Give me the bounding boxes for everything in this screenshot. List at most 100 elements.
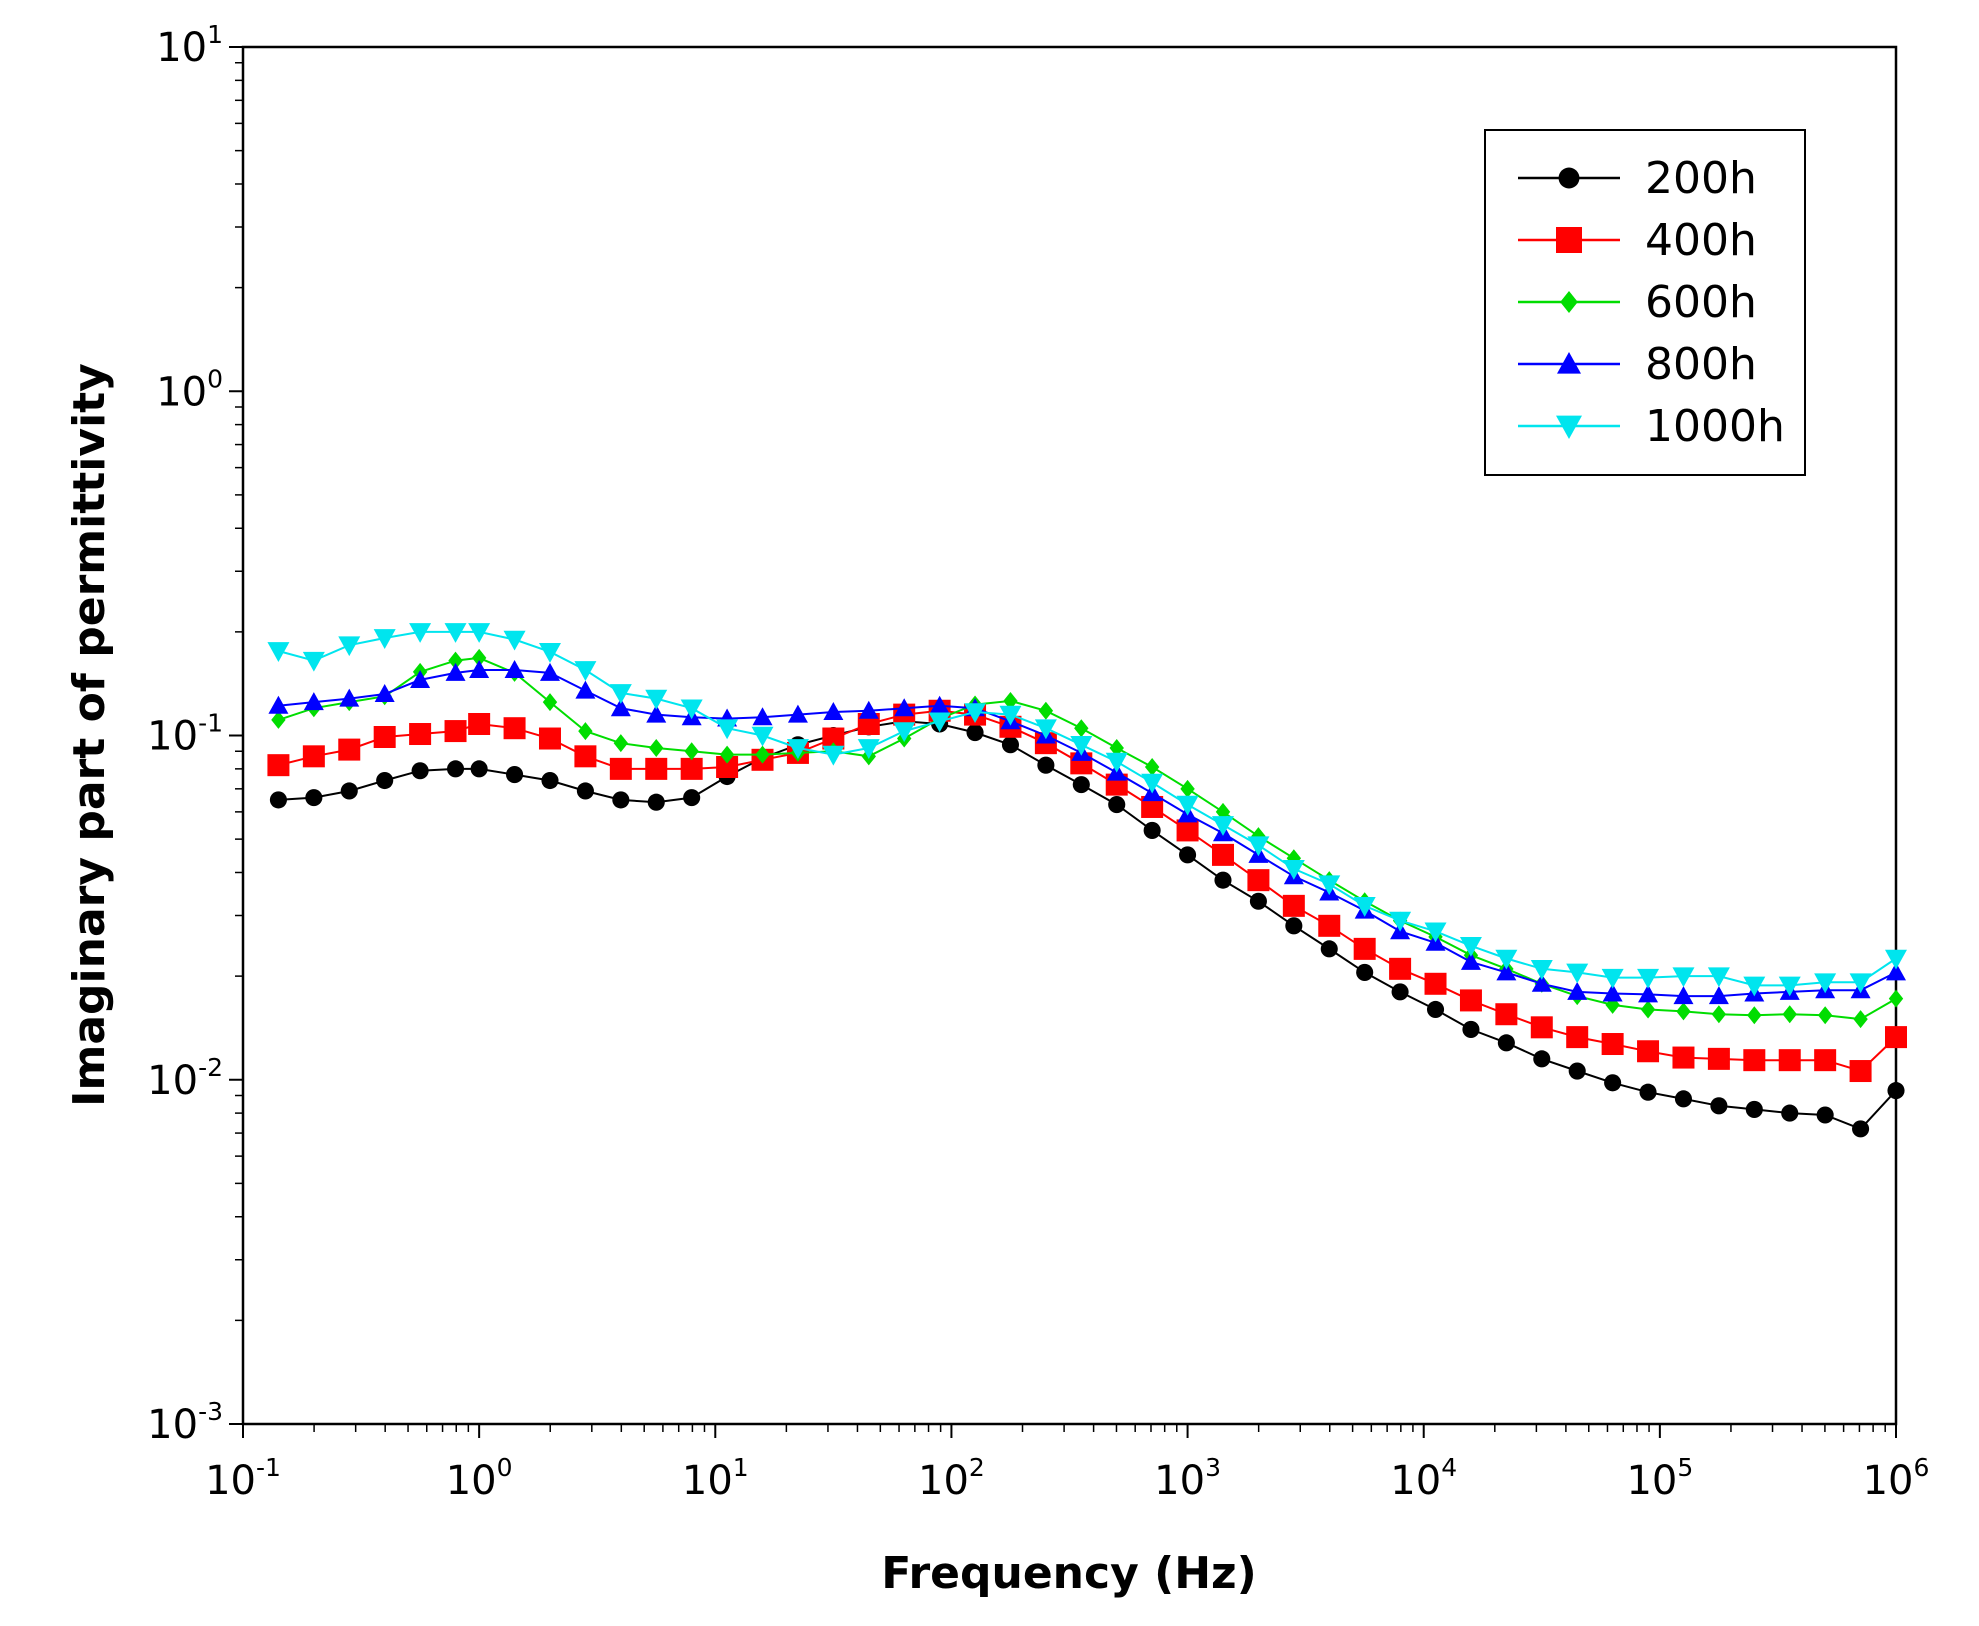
y-tick-label: 10-1	[147, 709, 223, 760]
data-point	[1176, 795, 1199, 816]
data-point	[574, 661, 597, 681]
data-point	[373, 629, 396, 649]
data-point	[1639, 1083, 1657, 1101]
data-point	[1637, 1040, 1660, 1063]
legend: 200h 400h 600h 800h 1000h	[1484, 129, 1806, 476]
data-point	[269, 791, 287, 809]
legend-marker	[1556, 227, 1582, 253]
tick-exponent: 4	[1441, 1453, 1457, 1482]
data-point	[339, 688, 360, 707]
data-point	[302, 745, 325, 768]
data-point	[1143, 821, 1161, 839]
data-point	[751, 726, 774, 747]
y-tick-label: 10-3	[147, 1397, 223, 1448]
data-point	[444, 623, 467, 643]
data-point	[1888, 989, 1904, 1008]
data-point	[1743, 1049, 1766, 1072]
data-point	[302, 651, 325, 672]
data-point	[1141, 795, 1164, 818]
data-point	[1707, 1047, 1730, 1070]
tick-exponent: 2	[969, 1453, 985, 1482]
data-point	[1211, 816, 1234, 836]
tick-exponent: -2	[198, 1053, 223, 1082]
data-point	[1743, 976, 1766, 997]
tick-base: 10	[156, 369, 207, 415]
data-point	[822, 745, 845, 766]
tick-exponent: 1	[207, 20, 223, 49]
data-point	[506, 766, 524, 784]
x-tick-label: 103	[1154, 1453, 1221, 1504]
data-point	[1674, 1090, 1693, 1108]
tick-exponent: 1	[733, 1453, 749, 1482]
data-point	[468, 712, 491, 735]
data-point	[1424, 972, 1447, 995]
data-point	[1247, 836, 1270, 857]
data-point	[1495, 949, 1518, 970]
data-point	[894, 698, 915, 717]
data-point	[1849, 973, 1872, 994]
data-point	[539, 662, 560, 681]
data-point	[1568, 1062, 1586, 1080]
data-point	[1460, 951, 1481, 970]
tick-exponent: -3	[198, 1397, 223, 1426]
x-tick-label: 102	[918, 1453, 985, 1504]
tick-base: 10	[1154, 1458, 1205, 1504]
data-point	[1886, 962, 1906, 981]
data-point	[1356, 963, 1374, 981]
data-point	[444, 720, 467, 743]
data-point	[1391, 983, 1409, 1001]
data-point	[1389, 957, 1412, 980]
data-point	[680, 699, 703, 720]
legend-label: 800h	[1645, 339, 1757, 390]
data-point	[1214, 871, 1232, 889]
data-point	[575, 680, 596, 699]
data-point	[468, 623, 491, 643]
data-point	[445, 662, 466, 681]
data-point	[610, 698, 631, 717]
data-point	[1601, 968, 1624, 989]
data-point	[1533, 1050, 1551, 1068]
legend-marker	[1558, 167, 1580, 189]
data-point	[1672, 967, 1695, 988]
data-point	[1566, 1026, 1589, 1049]
data-point	[1072, 776, 1090, 794]
data-point	[1282, 859, 1305, 880]
data-point	[268, 695, 289, 714]
data-point	[471, 648, 487, 667]
legend-label: 400h	[1645, 215, 1757, 266]
data-point	[1637, 968, 1660, 989]
data-point	[893, 722, 916, 743]
data-point	[1037, 756, 1055, 774]
data-point	[1424, 922, 1447, 943]
tick-base: 10	[205, 1458, 256, 1504]
data-point	[1285, 917, 1303, 935]
data-point	[576, 782, 594, 800]
data-point	[822, 727, 845, 750]
data-point	[1495, 1003, 1518, 1026]
data-point	[683, 789, 701, 807]
data-point	[1459, 989, 1482, 1012]
data-point	[609, 684, 632, 704]
data-point	[1459, 936, 1482, 957]
data-point	[752, 707, 773, 726]
x-tick-label: 101	[682, 1453, 749, 1504]
data-point	[373, 726, 396, 749]
data-point	[538, 727, 561, 750]
data-point	[1038, 701, 1054, 720]
data-point	[1601, 1033, 1624, 1056]
data-point	[1462, 1020, 1480, 1038]
data-point	[1676, 1002, 1691, 1021]
data-point	[1567, 981, 1588, 1000]
data-point	[1885, 949, 1907, 970]
x-axis: 10-1 100 101 102 103 104 105 106	[205, 1424, 1929, 1504]
data-point	[1747, 1006, 1762, 1025]
data-point	[541, 771, 559, 790]
tick-base: 10	[1390, 1458, 1441, 1504]
data-point	[1672, 1046, 1695, 1069]
x-tick-label: 105	[1626, 1453, 1693, 1504]
tick-base: 10	[147, 1058, 198, 1104]
data-point	[1105, 752, 1128, 773]
data-point	[1816, 1106, 1834, 1124]
